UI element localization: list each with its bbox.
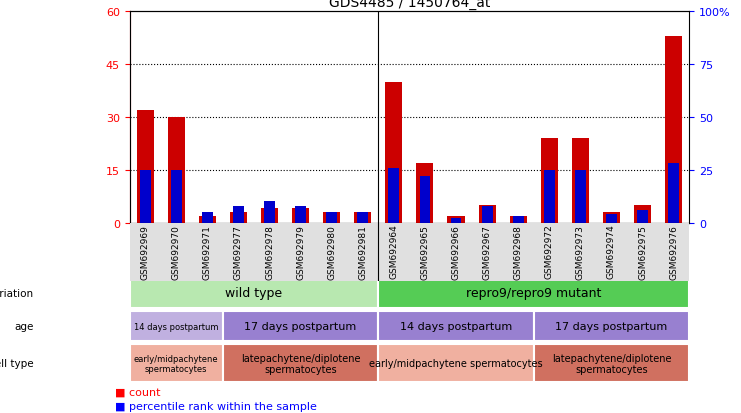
Bar	[419, 177, 431, 223]
Bar	[572, 139, 589, 223]
Title: GDS4485 / 1450764_at: GDS4485 / 1450764_at	[329, 0, 490, 10]
Bar	[665, 37, 682, 223]
Bar	[668, 164, 679, 223]
FancyBboxPatch shape	[130, 278, 379, 309]
Text: GSM692972: GSM692972	[545, 224, 554, 279]
Bar	[634, 206, 651, 223]
Text: genotype/variation: genotype/variation	[0, 288, 33, 298]
Text: GSM692976: GSM692976	[669, 224, 678, 279]
FancyBboxPatch shape	[379, 278, 689, 309]
Text: GSM692970: GSM692970	[172, 224, 181, 279]
Bar	[354, 212, 371, 223]
Bar	[479, 206, 496, 223]
Bar	[140, 170, 150, 223]
Bar	[510, 216, 527, 223]
FancyBboxPatch shape	[379, 311, 534, 342]
Bar	[136, 111, 154, 223]
Text: age: age	[14, 321, 33, 331]
Text: cell type: cell type	[0, 358, 33, 368]
Text: early/midpachytene spermatocytes: early/midpachytene spermatocytes	[369, 358, 543, 368]
Bar	[264, 202, 275, 223]
FancyBboxPatch shape	[534, 311, 689, 342]
Text: GSM692966: GSM692966	[451, 224, 460, 279]
Bar	[541, 139, 558, 223]
Text: GSM692967: GSM692967	[482, 224, 491, 279]
Bar	[167, 118, 185, 223]
Text: repro9/repro9 mutant: repro9/repro9 mutant	[466, 287, 602, 300]
Bar	[295, 206, 306, 223]
Text: GSM692981: GSM692981	[359, 224, 368, 279]
Bar	[603, 212, 620, 223]
Text: GSM692978: GSM692978	[265, 224, 274, 279]
Bar	[388, 168, 399, 223]
Text: GSM692965: GSM692965	[420, 224, 430, 279]
FancyBboxPatch shape	[223, 311, 379, 342]
FancyBboxPatch shape	[223, 344, 379, 382]
Bar	[575, 170, 586, 223]
Text: 14 days postpartum: 14 days postpartum	[134, 322, 219, 331]
Text: GSM692969: GSM692969	[141, 224, 150, 279]
Text: ■ count: ■ count	[115, 386, 160, 396]
FancyBboxPatch shape	[379, 344, 534, 382]
Bar	[326, 212, 337, 223]
Bar	[261, 209, 278, 223]
Bar	[323, 212, 340, 223]
Text: GSM692974: GSM692974	[607, 224, 616, 279]
Text: 14 days postpartum: 14 days postpartum	[400, 321, 512, 331]
Bar	[171, 170, 182, 223]
Bar	[513, 217, 524, 223]
FancyBboxPatch shape	[534, 344, 689, 382]
Bar	[606, 215, 617, 223]
Text: latepachytene/diplotene
spermatocytes: latepachytene/diplotene spermatocytes	[241, 353, 360, 374]
Text: GSM692979: GSM692979	[296, 224, 305, 279]
Text: latepachytene/diplotene
spermatocytes: latepachytene/diplotene spermatocytes	[552, 353, 671, 374]
Text: early/midpachytene
spermatocytes: early/midpachytene spermatocytes	[134, 354, 219, 373]
Bar	[202, 212, 213, 223]
Bar	[199, 216, 216, 223]
Text: ■ percentile rank within the sample: ■ percentile rank within the sample	[115, 401, 316, 411]
Bar	[637, 210, 648, 223]
Bar	[482, 206, 493, 223]
Text: 17 days postpartum: 17 days postpartum	[555, 321, 668, 331]
Bar	[292, 209, 309, 223]
Bar	[416, 164, 433, 223]
Text: wild type: wild type	[225, 287, 282, 300]
Bar	[357, 212, 368, 223]
Text: GSM692973: GSM692973	[576, 224, 585, 279]
Bar	[385, 83, 402, 223]
Bar	[448, 216, 465, 223]
Text: GSM692977: GSM692977	[234, 224, 243, 279]
Bar	[230, 212, 247, 223]
Text: GSM692975: GSM692975	[638, 224, 647, 279]
Text: 17 days postpartum: 17 days postpartum	[245, 321, 356, 331]
Text: GSM692980: GSM692980	[328, 224, 336, 279]
Bar	[544, 170, 555, 223]
Bar	[233, 206, 244, 223]
FancyBboxPatch shape	[130, 344, 223, 382]
Bar	[451, 219, 462, 223]
Text: GSM692968: GSM692968	[514, 224, 522, 279]
FancyBboxPatch shape	[130, 311, 223, 342]
Text: GSM692964: GSM692964	[389, 224, 399, 279]
Text: GSM692971: GSM692971	[203, 224, 212, 279]
